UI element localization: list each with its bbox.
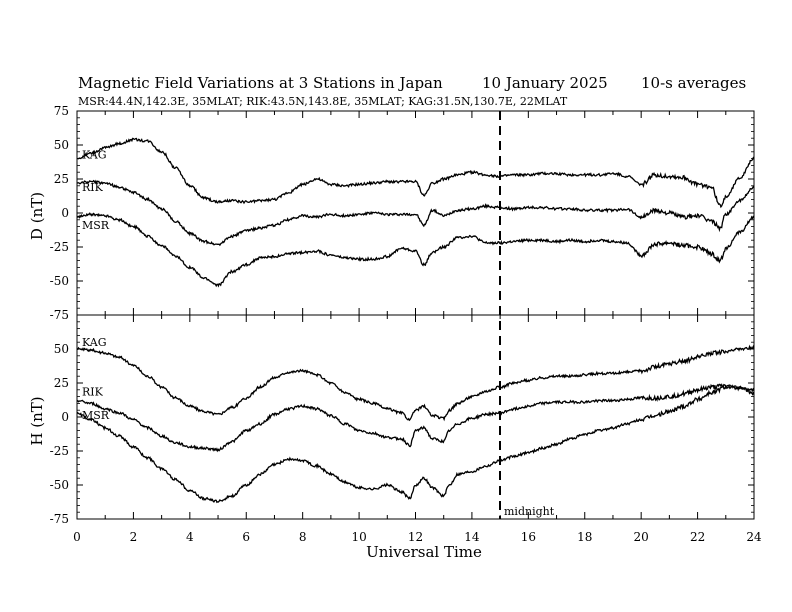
xtick-label: 14 — [464, 530, 480, 544]
xtick-label: 4 — [186, 530, 194, 544]
d-ytick-label: 0 — [61, 206, 69, 220]
d-series-msr — [76, 212, 755, 288]
d-ytick-label: -25 — [50, 240, 69, 254]
chart-averaging: 10-s averages — [641, 74, 746, 92]
xtick-label: 0 — [73, 530, 81, 544]
h-ytick-label: -50 — [50, 478, 69, 492]
d-ytick-label: 25 — [54, 172, 69, 186]
h-series-label-kag: KAG — [82, 336, 107, 349]
h-series-label-rik: RIK — [82, 386, 104, 399]
h-series-kag — [76, 344, 755, 422]
d-ytick-label: 75 — [54, 104, 69, 118]
d-axis-label: D (nT) — [28, 192, 46, 240]
h-ytick-label: 25 — [54, 376, 69, 390]
xtick-label: 22 — [690, 530, 705, 544]
d-ytick-label: 50 — [54, 138, 69, 152]
midnight-label: midnight — [504, 505, 555, 518]
series-layer — [76, 137, 755, 504]
h-series-rik — [76, 383, 755, 453]
d-series-label-rik: RIK — [82, 181, 104, 194]
d-ytick-label: -50 — [50, 274, 69, 288]
xtick-label: 20 — [634, 530, 649, 544]
xtick-label: 8 — [299, 530, 307, 544]
h-ytick-label: 0 — [61, 410, 69, 424]
h-axis-label: H (nT) — [28, 396, 46, 445]
xtick-label: 6 — [242, 530, 250, 544]
xtick-label: 2 — [130, 530, 138, 544]
x-axis-label: Universal Time — [366, 543, 482, 561]
xtick-label: 16 — [521, 530, 536, 544]
d-ytick-label: -75 — [50, 308, 69, 322]
stations-line: MSR:44.4N,142.3E, 35MLAT; RIK:43.5N,143.… — [78, 95, 568, 108]
xtick-label: 12 — [408, 530, 423, 544]
d-series-kag — [76, 137, 755, 209]
d-series-label-kag: KAG — [82, 149, 107, 162]
xtick-label: 24 — [746, 530, 762, 544]
h-series-msr — [76, 384, 755, 504]
labels-layer: 75 50 25 0 -25 -50 -75 KAG RIK MSR 50 25 0 -25 -50 -75 K… — [50, 104, 762, 544]
h-ytick-label: 50 — [54, 342, 69, 356]
chart-title: Magnetic Field Variations at 3 Stations … — [78, 74, 443, 92]
d-series-label-msr: MSR — [82, 219, 110, 232]
h-series-label-msr: MSR — [82, 409, 110, 422]
d-series-rik — [76, 179, 755, 247]
h-ytick-label: -25 — [50, 444, 69, 458]
ticks-layer — [76, 110, 755, 520]
xtick-label: 18 — [577, 530, 592, 544]
chart-date: 10 January 2025 — [482, 74, 608, 92]
h-ytick-label: -75 — [50, 512, 69, 526]
xtick-label: 10 — [351, 530, 366, 544]
